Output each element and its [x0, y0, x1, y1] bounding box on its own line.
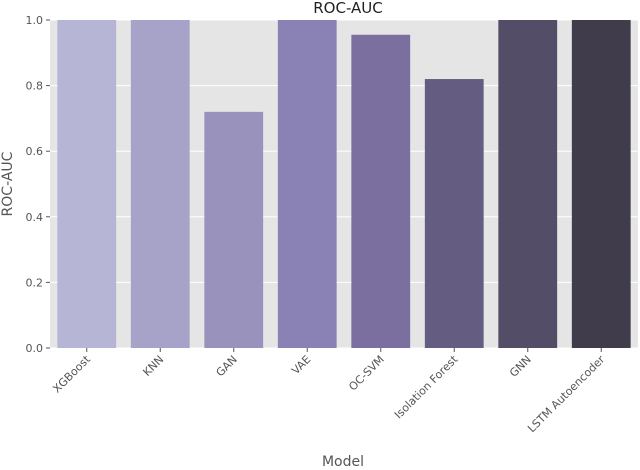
- bar-xgboost: [57, 20, 117, 348]
- y-tick-label: 1.0: [26, 14, 44, 27]
- y-tick-label: 0.0: [26, 342, 44, 355]
- chart-title: ROC-AUC: [313, 0, 383, 17]
- bar-lstm-autoencoder: [571, 20, 631, 348]
- x-tick-label: GNN: [507, 353, 534, 380]
- x-tick-label: OC-SVM: [346, 353, 387, 394]
- bars: [57, 20, 631, 348]
- x-tick-label: GAN: [214, 353, 240, 379]
- x-tick-label: KNN: [140, 353, 166, 379]
- bar-gnn: [498, 20, 558, 348]
- x-tick-label: XGBoost: [50, 352, 93, 395]
- bar-isolation-forest: [424, 79, 484, 348]
- y-tick-label: 0.6: [26, 145, 44, 158]
- y-tick-label: 0.4: [26, 211, 44, 224]
- x-tick-label: LSTM Autoencoder: [525, 353, 607, 435]
- bar-knn: [130, 20, 190, 348]
- x-axis-ticks: XGBoost KNN GAN VAE OC-SVM Isolation Forest GN…: [50, 348, 608, 435]
- x-tick-label: VAE: [289, 353, 313, 377]
- bar-oc-svm: [351, 34, 411, 348]
- bar-vae: [277, 20, 337, 348]
- x-tick-label: Isolation Forest: [392, 352, 461, 421]
- y-tick-label: 0.2: [26, 276, 44, 289]
- y-axis-ticks: 0.0 0.2 0.4 0.6 0.8 1.0: [26, 14, 50, 355]
- x-axis-title: Model: [322, 454, 364, 470]
- y-tick-label: 0.8: [26, 80, 44, 93]
- bar-gan: [204, 111, 264, 348]
- y-axis-title: ROC-AUC: [0, 151, 16, 216]
